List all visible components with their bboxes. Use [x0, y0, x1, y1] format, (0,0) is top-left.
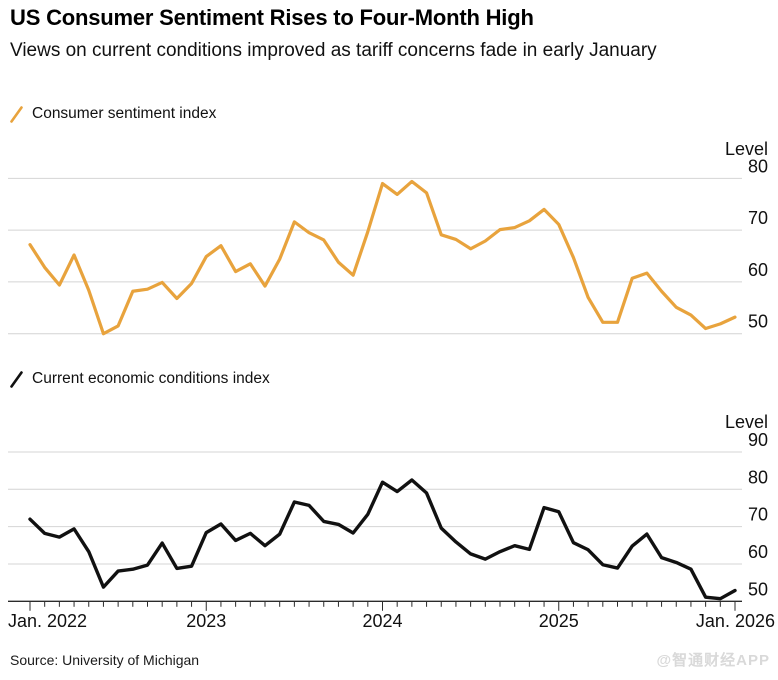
y-axis-title: Level: [725, 139, 768, 159]
x-tick-label: 2024: [362, 611, 402, 631]
y-tick-label: 50: [748, 312, 768, 332]
y-tick-label: 50: [748, 579, 768, 599]
page-title: US Consumer Sentiment Rises to Four-Mont…: [10, 5, 534, 30]
source-label: Source: University of Michigan: [10, 652, 200, 668]
y-tick-label: 70: [748, 208, 768, 228]
page-subtitle: Views on current conditions improved as …: [10, 40, 657, 61]
legend-sentiment-label: Consumer sentiment index: [32, 105, 217, 122]
series-line: [28, 478, 737, 601]
y-axis-title: Level: [725, 412, 768, 432]
x-tick-label: 2023: [186, 611, 226, 631]
x-tick-label: Jan. 2026: [696, 611, 775, 631]
watermark: @智通财经APP: [656, 652, 770, 669]
y-tick-label: 80: [748, 156, 768, 176]
y-tick-label: 60: [748, 260, 768, 280]
legend-conditions: Current economic conditions index: [10, 370, 270, 388]
y-tick-label: 90: [748, 430, 768, 450]
sentiment-line-chart: 80 70 60 50 Level: [8, 139, 768, 336]
black-slash-icon: [10, 370, 23, 388]
conditions-line-chart: 90 80 70 60 50 Level Jan. 2022 2023 2024 2025 Jan.…: [8, 412, 775, 631]
series-line: [28, 179, 737, 336]
x-tick-label: 2025: [539, 611, 579, 631]
y-tick-label: 70: [748, 505, 768, 525]
y-tick-label: 80: [748, 467, 768, 487]
legend-sentiment: Consumer sentiment index: [10, 105, 216, 123]
legend-conditions-label: Current economic conditions index: [32, 370, 270, 387]
x-tick-label: Jan. 2022: [8, 611, 87, 631]
y-tick-label: 60: [748, 542, 768, 562]
orange-slash-icon: [10, 105, 23, 123]
